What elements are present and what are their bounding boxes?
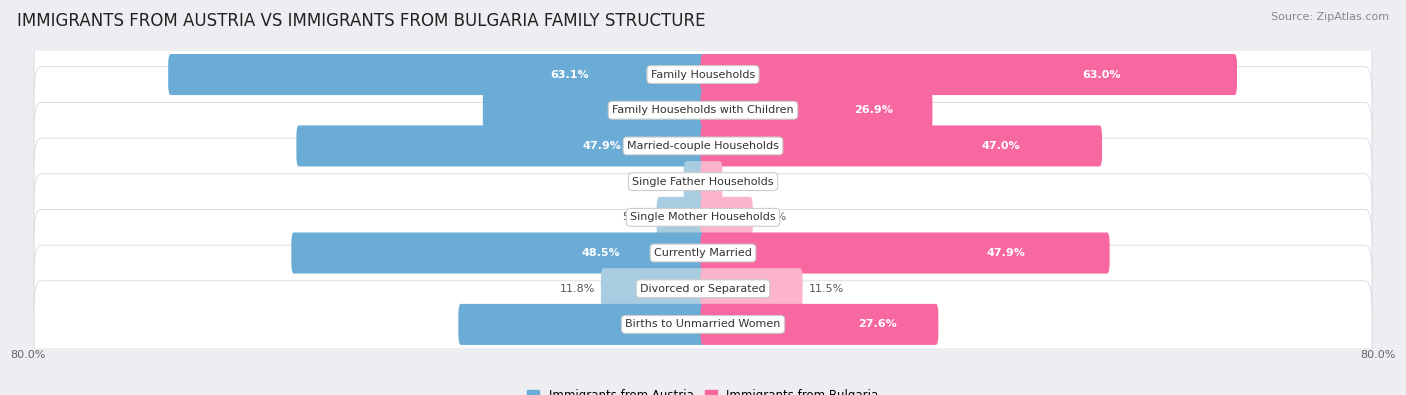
FancyBboxPatch shape [700, 233, 1109, 273]
FancyBboxPatch shape [34, 174, 1372, 261]
Text: 26.9%: 26.9% [853, 105, 893, 115]
Text: Family Households with Children: Family Households with Children [612, 105, 794, 115]
FancyBboxPatch shape [700, 268, 803, 309]
FancyBboxPatch shape [34, 281, 1372, 368]
FancyBboxPatch shape [458, 304, 706, 345]
FancyBboxPatch shape [657, 197, 706, 238]
FancyBboxPatch shape [169, 54, 706, 95]
Text: 27.6%: 27.6% [858, 320, 897, 329]
Text: Single Father Households: Single Father Households [633, 177, 773, 186]
Text: 47.0%: 47.0% [981, 141, 1019, 151]
Text: Single Mother Households: Single Mother Households [630, 213, 776, 222]
Text: Family Households: Family Households [651, 70, 755, 79]
FancyBboxPatch shape [700, 304, 938, 345]
Legend: Immigrants from Austria, Immigrants from Bulgaria: Immigrants from Austria, Immigrants from… [523, 384, 883, 395]
Text: Births to Unmarried Women: Births to Unmarried Women [626, 320, 780, 329]
Text: 48.5%: 48.5% [582, 248, 620, 258]
Text: 47.9%: 47.9% [582, 141, 621, 151]
FancyBboxPatch shape [291, 233, 706, 273]
FancyBboxPatch shape [700, 161, 723, 202]
Text: 25.8%: 25.8% [630, 105, 668, 115]
Text: 11.8%: 11.8% [560, 284, 595, 294]
Text: IMMIGRANTS FROM AUSTRIA VS IMMIGRANTS FROM BULGARIA FAMILY STRUCTURE: IMMIGRANTS FROM AUSTRIA VS IMMIGRANTS FR… [17, 12, 706, 30]
Text: 47.9%: 47.9% [987, 248, 1025, 258]
FancyBboxPatch shape [297, 126, 706, 166]
FancyBboxPatch shape [700, 54, 1237, 95]
FancyBboxPatch shape [34, 209, 1372, 297]
Text: Source: ZipAtlas.com: Source: ZipAtlas.com [1271, 12, 1389, 22]
FancyBboxPatch shape [34, 245, 1372, 332]
FancyBboxPatch shape [600, 268, 706, 309]
Text: 2.0%: 2.0% [728, 177, 756, 186]
FancyBboxPatch shape [683, 161, 706, 202]
FancyBboxPatch shape [700, 90, 932, 131]
Text: 63.1%: 63.1% [551, 70, 589, 79]
FancyBboxPatch shape [700, 197, 752, 238]
Text: 11.5%: 11.5% [808, 284, 844, 294]
FancyBboxPatch shape [34, 31, 1372, 118]
Text: 28.7%: 28.7% [623, 320, 662, 329]
Text: Married-couple Households: Married-couple Households [627, 141, 779, 151]
Text: 5.2%: 5.2% [623, 213, 651, 222]
FancyBboxPatch shape [34, 67, 1372, 154]
Text: Divorced or Separated: Divorced or Separated [640, 284, 766, 294]
Text: 63.0%: 63.0% [1083, 70, 1121, 79]
Text: 2.0%: 2.0% [650, 177, 678, 186]
Text: Currently Married: Currently Married [654, 248, 752, 258]
FancyBboxPatch shape [34, 102, 1372, 190]
FancyBboxPatch shape [482, 90, 706, 131]
FancyBboxPatch shape [34, 138, 1372, 225]
FancyBboxPatch shape [700, 126, 1102, 166]
Text: 5.6%: 5.6% [759, 213, 787, 222]
